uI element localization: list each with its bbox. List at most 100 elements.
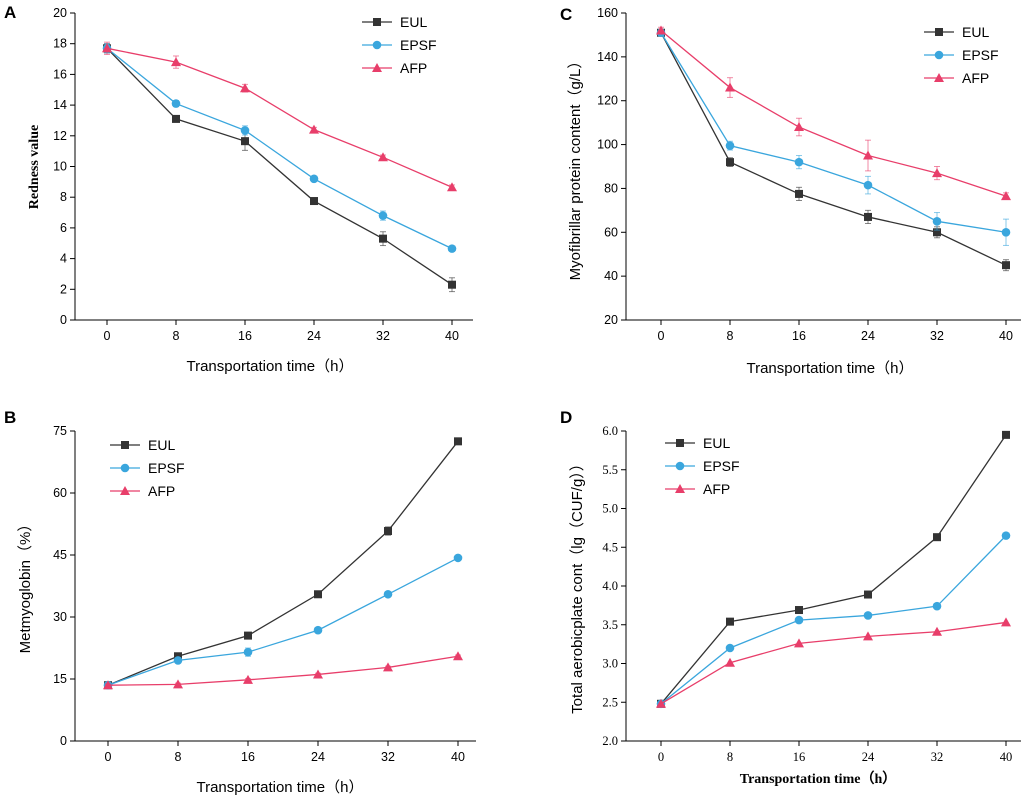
legend-label-epsf: EPSF (148, 460, 185, 476)
x-tick-label: 8 (727, 329, 734, 343)
series-line-epsf (106, 47, 453, 250)
data-point-eul (795, 606, 803, 615)
y-tick-label: 5.5 (602, 463, 618, 477)
legend-marker-epsf (934, 50, 944, 60)
legend-label-eul: EUL (962, 24, 989, 40)
data-point-afp (1001, 617, 1011, 627)
data-point-afp (725, 657, 735, 667)
panel-letter-b: B (4, 408, 16, 427)
y-tick-label: 4 (60, 252, 67, 266)
panel-letter-d: D (560, 408, 572, 427)
data-point-epsf (243, 647, 253, 657)
data-point-eul (795, 189, 803, 198)
data-point-afp (313, 669, 323, 679)
series-epsf (656, 28, 1011, 246)
y-tick-label: 14 (53, 98, 67, 112)
y-tick-label: 100 (597, 138, 618, 152)
y-tick-label: 5.0 (602, 502, 618, 516)
data-point-eul (864, 590, 872, 599)
data-point-epsf (794, 157, 804, 167)
x-tick-label: 32 (931, 750, 944, 764)
data-point-afp (171, 57, 181, 67)
data-point-epsf (1001, 531, 1011, 540)
x-tick-label: 32 (930, 329, 944, 343)
series-afp (656, 617, 1011, 708)
data-point-eul (241, 137, 249, 146)
panel-letter-a: A (4, 3, 16, 22)
data-point-epsf (932, 601, 942, 611)
y-tick-label: 140 (597, 50, 618, 64)
y-axis-title: Total aerobicplate cont（lg（CUF/g）） (569, 456, 586, 714)
x-tick-label: 40 (1000, 750, 1013, 764)
legend-label-eul: EUL (400, 14, 427, 30)
series-line-eul (106, 47, 453, 286)
data-point-afp (656, 698, 666, 708)
data-point-eul (448, 280, 456, 289)
data-point-afp (656, 25, 666, 35)
y-tick-label: 2.5 (602, 695, 618, 709)
data-point-afp (383, 662, 393, 672)
y-tick-label: 16 (53, 67, 67, 81)
panel-letter-c: C (560, 5, 572, 24)
x-tick-label: 24 (311, 750, 325, 764)
data-point-afp (378, 152, 388, 162)
series-line-eul (660, 434, 1007, 705)
y-tick-label: 2 (60, 282, 67, 296)
y-tick-label: 10 (53, 160, 67, 174)
data-point-eul (1002, 430, 1010, 439)
y-axis-title: Myofibrillar protein content（g/L） (567, 54, 584, 281)
y-tick-label: 12 (53, 129, 67, 143)
data-point-afp (794, 122, 804, 132)
series-epsf (656, 531, 1011, 709)
y-tick-label: 80 (604, 181, 618, 195)
x-axis-title: Transportation time（h） (196, 779, 363, 796)
legend-marker-epsf (372, 40, 382, 50)
legend-label-eul: EUL (148, 437, 175, 453)
series-line-eul (107, 440, 459, 686)
data-point-epsf (863, 611, 873, 620)
x-tick-label: 40 (445, 329, 459, 343)
y-tick-label: 60 (604, 225, 618, 239)
x-tick-label: 0 (104, 329, 111, 343)
y-tick-label: 6 (60, 221, 67, 235)
x-tick-label: 24 (862, 750, 875, 764)
data-point-afp (794, 638, 804, 648)
legend-label-epsf: EPSF (703, 458, 740, 474)
x-tick-label: 32 (376, 329, 390, 343)
y-tick-label: 45 (53, 548, 67, 562)
data-point-epsf (383, 589, 393, 599)
x-tick-label: 24 (307, 329, 321, 343)
data-point-afp (102, 43, 112, 53)
data-point-afp (309, 124, 319, 134)
series-afp (102, 41, 457, 192)
data-point-afp (243, 674, 253, 684)
legend-marker-eul (121, 441, 129, 449)
legend-marker-epsf (675, 461, 685, 471)
data-point-epsf (725, 643, 735, 653)
data-point-afp (932, 626, 942, 636)
data-point-eul (310, 197, 318, 206)
series-line-epsf (660, 535, 1007, 705)
data-point-eul (454, 437, 462, 446)
x-tick-label: 0 (658, 329, 665, 343)
series-line-afp (106, 47, 453, 188)
y-tick-label: 2.0 (602, 734, 618, 748)
data-point-eul (933, 533, 941, 542)
series-eul (103, 43, 456, 293)
data-point-epsf (725, 141, 735, 150)
data-point-epsf (863, 180, 873, 190)
data-point-eul (384, 527, 392, 536)
y-tick-label: 4.5 (602, 540, 618, 554)
legend-marker-eul (373, 18, 381, 26)
x-tick-label: 16 (241, 750, 255, 764)
data-point-eul (314, 590, 322, 599)
x-tick-label: 40 (451, 750, 465, 764)
x-tick-label: 8 (727, 750, 733, 764)
x-tick-label: 16 (793, 750, 806, 764)
legend: EUL EPSF AFP (665, 435, 740, 497)
legend: EUL EPSF AFP (362, 14, 437, 76)
data-point-afp (240, 83, 250, 93)
x-tick-label: 8 (175, 750, 182, 764)
y-tick-label: 120 (597, 94, 618, 108)
x-axis-title: Transportation time（h） (740, 771, 896, 787)
